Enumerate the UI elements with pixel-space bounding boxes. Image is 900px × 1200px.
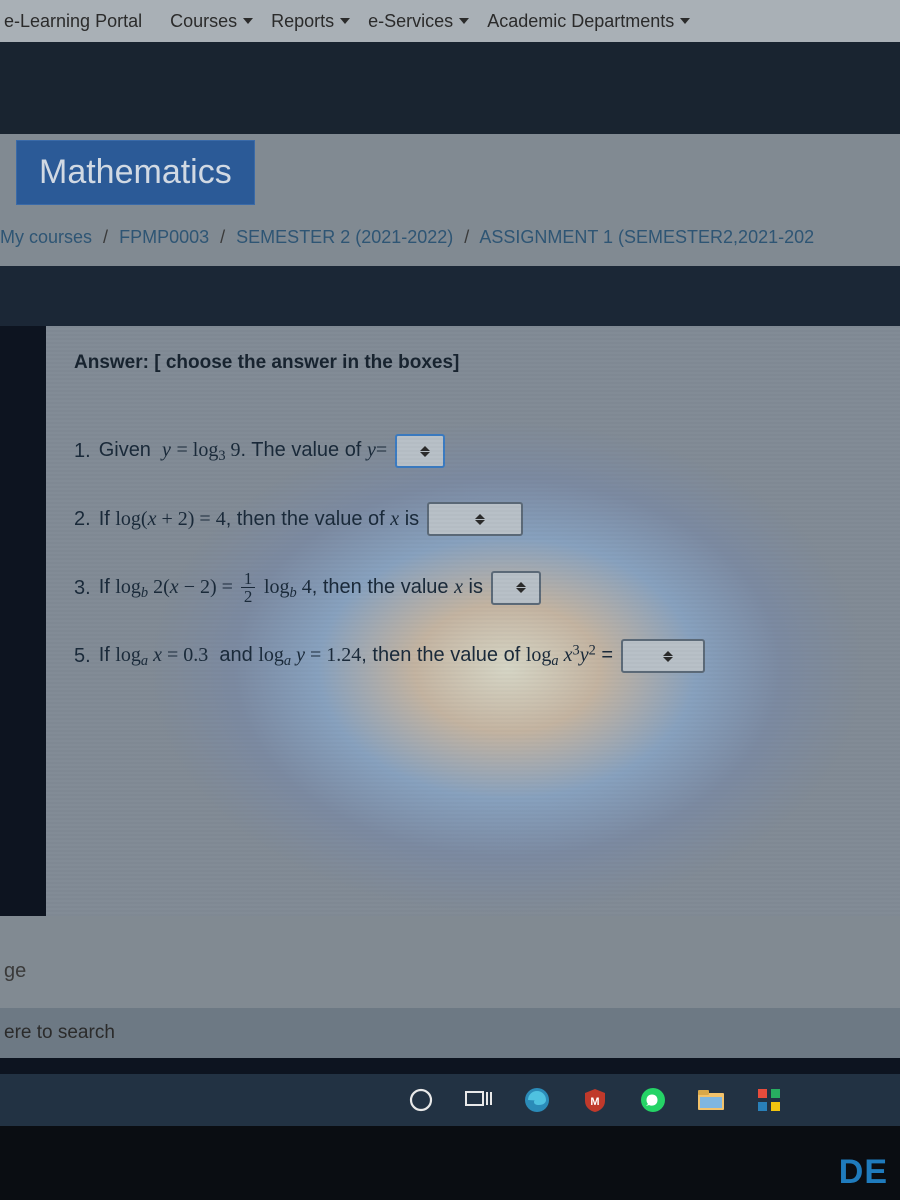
app-grid-icon[interactable] [754, 1085, 784, 1115]
crumb-semester[interactable]: SEMESTER 2 (2021-2022) [236, 227, 453, 247]
q3-answer-select[interactable] [491, 571, 541, 605]
below-card-strip: ge [0, 916, 900, 1008]
crumb-sep: / [220, 227, 225, 247]
page-title: Mathematics [16, 140, 255, 205]
answer-instruction: Answer: [ choose the answer in the boxes… [74, 352, 864, 374]
nav-reports-label: Reports [271, 11, 334, 32]
q5-answer-select[interactable] [621, 639, 705, 673]
crumb-root[interactable]: My courses [0, 227, 92, 247]
nav-departments[interactable]: Academic Departments [487, 11, 690, 32]
crumb-assignment[interactable]: ASSIGNMENT 1 (SEMESTER2,2021-202 [479, 227, 814, 247]
chevron-down-icon [459, 18, 469, 24]
chevron-down-icon [680, 18, 690, 24]
search-placeholder: ere to search [4, 1022, 115, 1044]
header-dark-band [0, 42, 900, 134]
windows-search-bar[interactable]: ere to search [0, 1008, 900, 1058]
mcafee-icon[interactable]: M [580, 1085, 610, 1115]
breadcrumb: My courses / FPMP0003 / SEMESTER 2 (2021… [0, 205, 900, 266]
q2-text: If log(x + 2) = 4, then the value of x i… [99, 504, 419, 534]
q3-num: 3. [74, 573, 91, 603]
spinner-icon [420, 446, 430, 457]
crumb-course[interactable]: FPMP0003 [119, 227, 209, 247]
task-view-icon[interactable] [464, 1085, 494, 1115]
spinner-icon [516, 582, 526, 593]
chevron-down-icon [243, 18, 253, 24]
q2-num: 2. [74, 504, 91, 534]
portal-brand[interactable]: e-Learning Portal [4, 11, 142, 32]
file-explorer-icon[interactable] [696, 1085, 726, 1115]
q5-num: 5. [74, 641, 91, 671]
question-1: 1. Given y = log3 9. The value of y= [74, 434, 864, 468]
question-3: 3. If logb 2(x − 2) = 12 logb 4, then th… [74, 570, 864, 605]
edge-icon[interactable] [522, 1085, 552, 1115]
title-wrap: Mathematics My courses / FPMP0003 / SEME… [0, 134, 900, 266]
q1-answer-select[interactable] [395, 434, 445, 468]
question-card: Answer: [ choose the answer in the boxes… [46, 326, 900, 916]
q3-text: If logb 2(x − 2) = 12 logb 4, then the v… [99, 570, 483, 605]
nav-eservices[interactable]: e-Services [368, 11, 469, 32]
dell-logo: DE [839, 1153, 888, 1192]
q2-answer-select[interactable] [427, 502, 523, 536]
nav-courses-label: Courses [170, 11, 237, 32]
crumb-sep: / [103, 227, 108, 247]
whatsapp-icon[interactable] [638, 1085, 668, 1115]
gap-band [0, 266, 900, 326]
bottom-bezel: DE [0, 1126, 900, 1200]
svg-text:M: M [590, 1096, 599, 1108]
q5-text: If loga x = 0.3 and loga y = 1.24, then … [99, 640, 613, 673]
page-fragment-text: ge [4, 960, 26, 982]
spinner-icon [475, 514, 485, 525]
nav-reports[interactable]: Reports [271, 11, 350, 32]
q1-text: Given y = log3 9. The value of y= [99, 435, 387, 468]
question-5: 5. If loga x = 0.3 and loga y = 1.24, th… [74, 639, 864, 673]
q1-num: 1. [74, 436, 91, 466]
spinner-icon [663, 651, 673, 662]
chevron-down-icon [340, 18, 350, 24]
nav-eservices-label: e-Services [368, 11, 453, 32]
crumb-sep: / [464, 227, 469, 247]
nav-departments-label: Academic Departments [487, 11, 674, 32]
top-nav: e-Learning Portal Courses Reports e-Serv… [0, 0, 900, 42]
nav-courses[interactable]: Courses [170, 11, 253, 32]
windows-taskbar: M [0, 1074, 900, 1126]
question-2: 2. If log(x + 2) = 4, then the value of … [74, 502, 864, 536]
cortana-circle-icon[interactable] [406, 1085, 436, 1115]
